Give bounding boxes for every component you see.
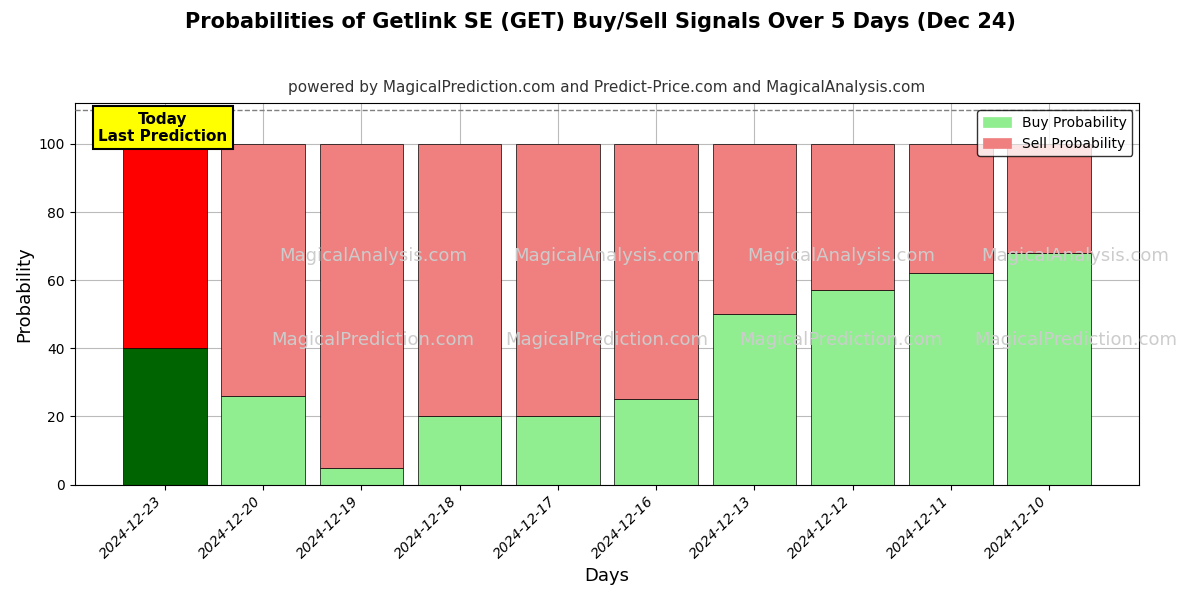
Text: MagicalAnalysis.com: MagicalAnalysis.com bbox=[982, 247, 1169, 265]
Bar bbox=[1007, 144, 1091, 253]
Text: MagicalPrediction.com: MagicalPrediction.com bbox=[974, 331, 1177, 349]
Text: Probabilities of Getlink SE (GET) Buy/Sell Signals Over 5 Days (Dec 24): Probabilities of Getlink SE (GET) Buy/Se… bbox=[185, 12, 1015, 32]
Title: powered by MagicalPrediction.com and Predict-Price.com and MagicalAnalysis.com: powered by MagicalPrediction.com and Pre… bbox=[288, 80, 925, 95]
Bar bbox=[418, 144, 502, 416]
Legend: Buy Probability, Sell Probability: Buy Probability, Sell Probability bbox=[978, 110, 1133, 156]
Bar bbox=[614, 144, 698, 400]
Bar bbox=[319, 467, 403, 485]
Bar bbox=[516, 144, 600, 416]
Bar bbox=[910, 144, 992, 274]
Bar bbox=[516, 416, 600, 485]
Bar bbox=[614, 400, 698, 485]
Bar bbox=[811, 290, 894, 485]
Bar bbox=[124, 144, 206, 349]
Text: Today
Last Prediction: Today Last Prediction bbox=[98, 112, 228, 144]
Bar bbox=[713, 144, 796, 314]
Text: MagicalAnalysis.com: MagicalAnalysis.com bbox=[278, 247, 467, 265]
Bar bbox=[713, 314, 796, 485]
Bar bbox=[319, 144, 403, 467]
Bar bbox=[910, 274, 992, 485]
Text: MagicalPrediction.com: MagicalPrediction.com bbox=[271, 331, 474, 349]
Bar bbox=[221, 144, 305, 396]
Bar bbox=[221, 396, 305, 485]
Bar bbox=[418, 416, 502, 485]
X-axis label: Days: Days bbox=[584, 567, 630, 585]
Y-axis label: Probability: Probability bbox=[16, 246, 34, 342]
Bar bbox=[1007, 253, 1091, 485]
Text: MagicalPrediction.com: MagicalPrediction.com bbox=[739, 331, 943, 349]
Text: MagicalPrediction.com: MagicalPrediction.com bbox=[505, 331, 708, 349]
Bar bbox=[124, 349, 206, 485]
Text: MagicalAnalysis.com: MagicalAnalysis.com bbox=[514, 247, 701, 265]
Text: MagicalAnalysis.com: MagicalAnalysis.com bbox=[748, 247, 935, 265]
Bar bbox=[811, 144, 894, 290]
